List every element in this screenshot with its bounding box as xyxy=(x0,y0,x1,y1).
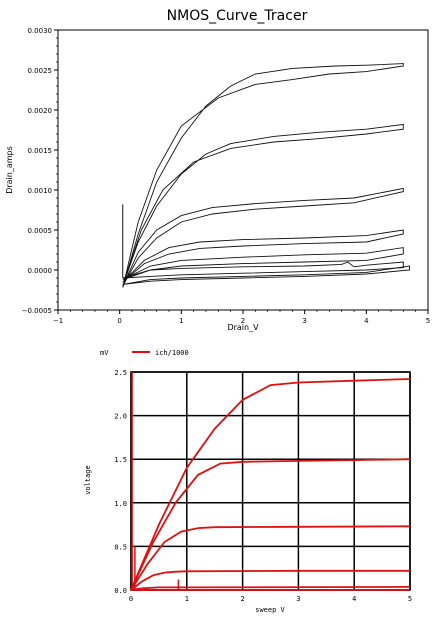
y-tick-label: 0.0010 xyxy=(28,187,53,195)
y-tick-label: 1.5 xyxy=(114,456,127,464)
nmos-curve-chart: NMOS_Curve_Tracer −0.0005 0.0000 0.0005 0.0… xyxy=(5,8,430,332)
x-tick-label: 1 xyxy=(179,317,183,325)
y-tick-label: 1.0 xyxy=(114,500,127,508)
y-tick-label: 0.0000 xyxy=(28,267,53,275)
y-tick-label: 2.0 xyxy=(114,413,127,421)
x-tick-label: 2 xyxy=(241,317,245,325)
y-tick-label: 0.0005 xyxy=(28,227,53,235)
y-axis-label-2: voltage xyxy=(84,465,92,495)
x-axis-label-2: sweep V xyxy=(255,606,285,614)
y-tick-label: 0.0025 xyxy=(28,67,53,75)
x-tick-label: 1 xyxy=(185,595,189,603)
y-tick-label: 0.0020 xyxy=(28,107,53,115)
curve-trace-1 xyxy=(122,63,404,288)
legend-label: ich/1000 xyxy=(155,349,189,357)
x-axis-label: Drain_V xyxy=(227,323,259,332)
curve-trace-7 xyxy=(122,265,410,285)
curve-trace-6 xyxy=(122,261,404,279)
x-tick-label: 3 xyxy=(296,595,300,603)
y-axis-label: Drain_amps xyxy=(5,146,14,194)
x-tick-label: 0 xyxy=(117,317,121,325)
y-tick-label: 0.0015 xyxy=(28,147,53,155)
y-tick-label: −0.0005 xyxy=(22,307,52,315)
curve-trace-5 xyxy=(122,247,404,281)
ich-curve-5 xyxy=(130,586,411,591)
ich-curve-4 xyxy=(130,569,410,591)
y-tick-label: 0.5 xyxy=(114,543,127,551)
x-tick-label: 0 xyxy=(129,595,133,603)
x-tick-label: 4 xyxy=(364,317,369,325)
y-tick-label: 2.5 xyxy=(114,369,127,377)
plot-frame xyxy=(57,29,429,311)
x-tick-label: 3 xyxy=(302,317,306,325)
chart-title: NMOS_Curve_Tracer xyxy=(167,8,308,24)
y-tick-label: 0.0030 xyxy=(28,27,53,35)
ich-curve-2 xyxy=(130,458,411,591)
sweep-chart: mV ich/1000 0.0 0.5 1.0 1.5 2.0 2.5 0 1 2 3 4 5 sw… xyxy=(84,349,412,614)
x-tick-label: 5 xyxy=(408,595,412,603)
ich-curve-1 xyxy=(130,378,411,591)
x-tick-label: 5 xyxy=(426,317,430,325)
y-unit-label: mV xyxy=(100,349,109,357)
x-tick-label: 2 xyxy=(240,595,244,603)
y-tick-label: 0.0 xyxy=(114,587,127,595)
plot-frame-2 xyxy=(130,371,411,591)
x-tick-label: −1 xyxy=(53,317,63,325)
curve-trace-2 xyxy=(122,123,404,287)
curve-trace-3 xyxy=(122,187,404,287)
x-tick-label: 4 xyxy=(352,595,356,603)
ich-curve-3 xyxy=(130,525,411,591)
curve-trace-4 xyxy=(122,229,404,283)
